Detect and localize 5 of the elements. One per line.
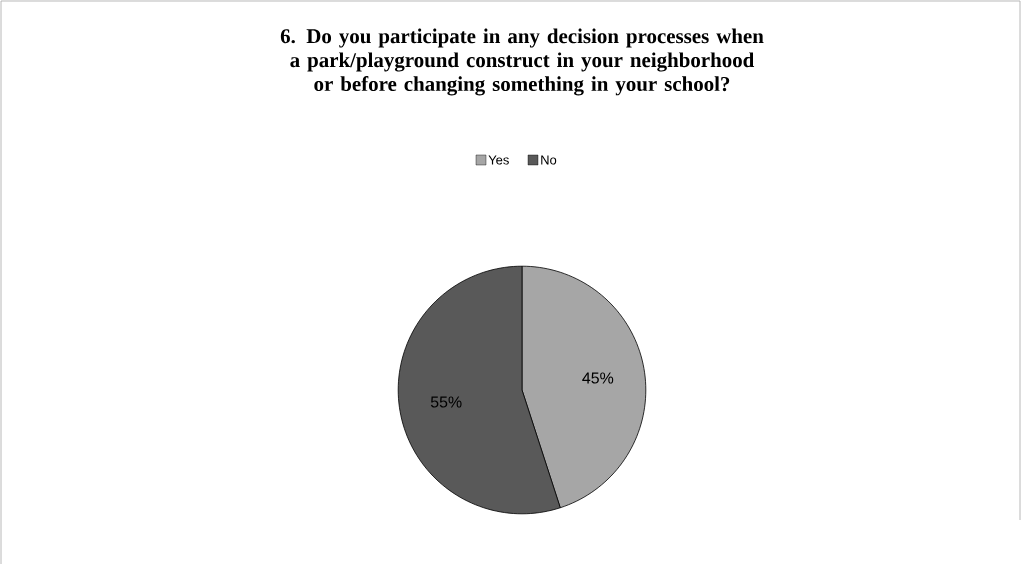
data-label: 45% bbox=[582, 372, 614, 384]
chart-title: 6. Do you participate in any decision processes when a park/playground construct in your neighborhood or before changing something in your school? bbox=[280, 28, 764, 96]
legend-label: No bbox=[541, 155, 557, 165]
data-label: 55% bbox=[430, 396, 462, 408]
legend-label: Yes bbox=[488, 155, 509, 165]
